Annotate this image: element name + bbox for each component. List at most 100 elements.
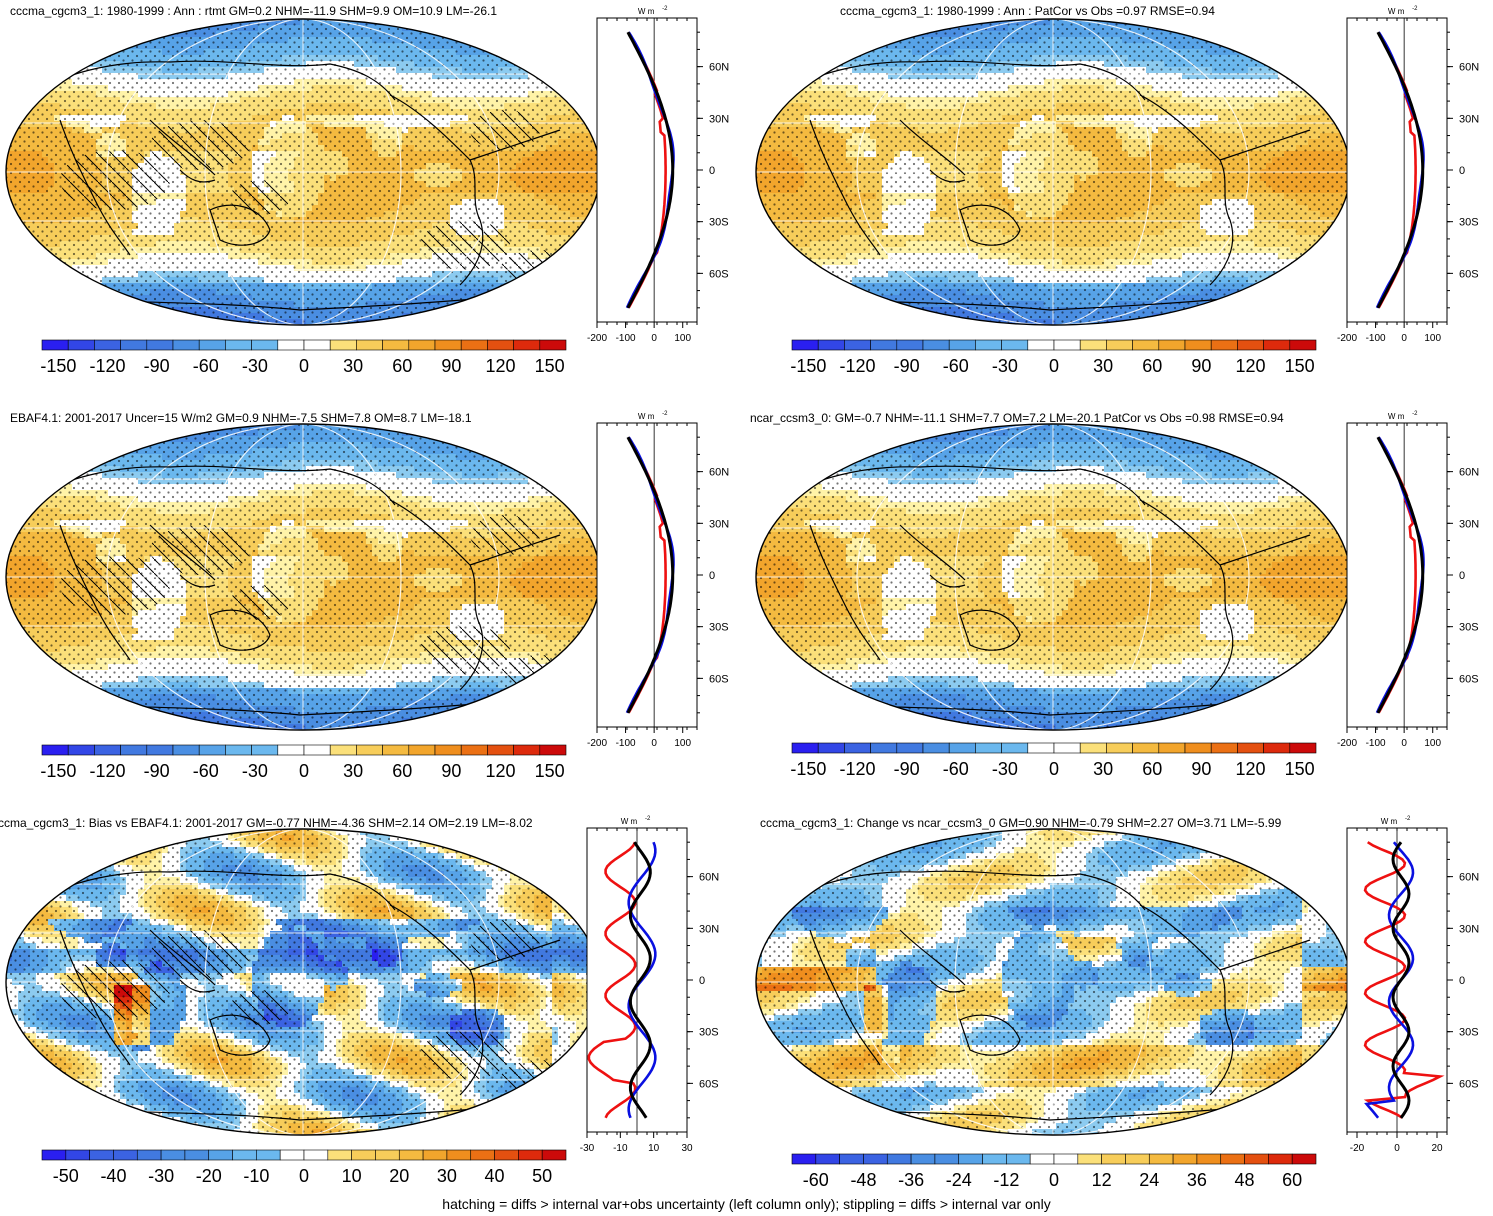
colorbar-tick-label: 0 xyxy=(1049,1170,1059,1190)
unit-label: W m xyxy=(1388,7,1405,16)
colorbar-segment xyxy=(303,339,331,351)
colorbar-segment xyxy=(896,742,924,754)
panel-ncar-mean: ncar_ccsm3_0: GM=-0.7 NHM=-11.1 SHM=7.7 … xyxy=(750,405,1493,800)
colorbar-tick-label: -30 xyxy=(242,356,268,376)
panel-model-mean: cccma_cgcm3_1: 1980-1999 : Ann : rtmt GM… xyxy=(0,0,745,395)
colorbar-segment xyxy=(208,1149,233,1161)
lat-tick-label: 60S xyxy=(709,673,729,685)
colorbar-segment xyxy=(815,1153,840,1165)
hatching xyxy=(150,120,250,170)
map-field xyxy=(756,424,1350,730)
colorbar-tick-label: -120 xyxy=(89,356,125,376)
profile-line-model xyxy=(1376,436,1425,714)
lat-tick-label: 60S xyxy=(1459,673,1479,685)
zonal-mean-profile: W m -2 -30 -10 10 30 60N 30N 0 30S 60S xyxy=(580,816,719,1154)
colorbar-segment xyxy=(251,744,279,756)
colorbar-segment xyxy=(351,1149,376,1161)
colorbar-segment xyxy=(277,339,305,351)
map-field xyxy=(6,829,600,1135)
colorbar-tick-label: -120 xyxy=(839,759,875,779)
colorbar-tick-label: 120 xyxy=(1235,759,1265,779)
colorbar-tick-label: -30 xyxy=(148,1166,174,1186)
unit-label: W m xyxy=(1388,412,1405,421)
lat-tick-label: 60N xyxy=(1459,62,1479,74)
lat-tick-label: 30N xyxy=(1459,113,1479,125)
hatching xyxy=(420,220,510,270)
colorbar-segment xyxy=(41,1149,67,1161)
x-tick-label: -100 xyxy=(1366,738,1386,749)
colorbar-segment xyxy=(1184,742,1212,754)
colorbar-segment xyxy=(922,339,950,351)
colorbar-tick-label: 12 xyxy=(1092,1170,1112,1190)
colorbar: -60 -48 -36 -24 -12 0 12 24 36 48 60 xyxy=(791,1153,1317,1190)
map-plot xyxy=(755,423,1351,731)
colorbar-segment xyxy=(232,1149,257,1161)
lat-tick-label: 60S xyxy=(1459,268,1479,280)
lat-tick-label: 0 xyxy=(709,165,715,177)
colorbar-tick-label: -10 xyxy=(243,1166,269,1186)
colorbar-tick-label: 60 xyxy=(392,356,412,376)
x-tick-label: -200 xyxy=(1337,333,1357,344)
colorbar-tick-label: 0 xyxy=(299,1166,309,1186)
colorbar-segment xyxy=(1289,339,1317,351)
colorbar-tick-label: 90 xyxy=(441,356,461,376)
profile-line-model xyxy=(626,31,675,309)
colorbar-tick-label: 50 xyxy=(532,1166,552,1186)
graticule xyxy=(6,829,600,1135)
colorbar-segment xyxy=(791,1153,817,1165)
profile-line-other xyxy=(1363,841,1445,1119)
unit-exponent: -2 xyxy=(1405,816,1411,822)
colorbar-segment xyxy=(41,339,69,351)
colorbar-segment xyxy=(65,1149,90,1161)
colorbar-segment xyxy=(94,744,121,756)
x-tick-label: 30 xyxy=(681,1143,693,1154)
colorbar-tick-label: -12 xyxy=(993,1170,1019,1190)
colorbar-segment xyxy=(329,744,357,756)
colorbar-tick-label: 150 xyxy=(1285,759,1315,779)
hatching xyxy=(420,625,510,675)
panel-model-patcor: cccma_cgcm3_1: 1980-1999 : Ann : PatCor … xyxy=(750,0,1493,395)
unit-exponent: -2 xyxy=(662,6,668,12)
x-tick-label: 100 xyxy=(674,738,691,749)
map-plot xyxy=(755,828,1351,1136)
panel-title: cccma_cgcm3_1: 1980-1999 : Ann : rtmt GM… xyxy=(10,4,497,18)
profile-line-model xyxy=(1391,841,1411,1119)
colorbar-segment xyxy=(146,339,174,351)
x-tick-label: -100 xyxy=(616,738,636,749)
panel-title: ncar_ccsm3_0: GM=-0.7 NHM=-11.1 SHM=7.7 … xyxy=(750,411,1284,425)
lat-tick-label: 30S xyxy=(1459,622,1479,634)
colorbar-tick-label: 90 xyxy=(441,761,461,781)
colorbar-segment xyxy=(1027,339,1055,351)
map-field xyxy=(6,19,600,325)
hatching xyxy=(420,1030,510,1080)
colorbar-segment xyxy=(470,1149,495,1161)
graticule xyxy=(756,829,1350,1135)
colorbar-tick-label: -30 xyxy=(992,759,1018,779)
colorbar-tick-label: -36 xyxy=(898,1170,924,1190)
colorbar-tick-label: 0 xyxy=(299,761,309,781)
hatching xyxy=(470,920,540,960)
colorbar-tick-label: 90 xyxy=(1191,356,1211,376)
unit-label: W m xyxy=(638,412,655,421)
colorbar-segment xyxy=(41,744,69,756)
colorbar-segment xyxy=(922,742,950,754)
colorbar-segment xyxy=(513,339,541,351)
colorbar-tick-label: -150 xyxy=(790,356,826,376)
colorbar-tick-label: 0 xyxy=(299,356,309,376)
x-tick-label: 100 xyxy=(1424,333,1441,344)
colorbar-segment xyxy=(382,339,410,351)
colorbar-segment xyxy=(886,1153,912,1165)
colorbar-segment xyxy=(1053,1153,1079,1165)
x-tick-label: 100 xyxy=(674,333,691,344)
map-plot xyxy=(5,18,601,326)
lat-tick-label: 30N xyxy=(709,518,729,530)
colorbar-tick-label: -150 xyxy=(790,759,826,779)
colorbar-segment xyxy=(1172,1153,1198,1165)
lat-tick-label: 30S xyxy=(699,1027,719,1039)
colorbar-segment xyxy=(1158,742,1186,754)
colorbar: -150 -120 -90 -60 -30 0 30 60 90 120 150 xyxy=(790,742,1317,779)
colorbar-segment xyxy=(408,339,436,351)
colorbar: -50 -40 -30 -20 -10 0 10 20 30 40 50 xyxy=(41,1149,567,1186)
colorbar-segment xyxy=(94,339,121,351)
zonal-mean-profile: W m -2 -200 -100 0 100 60N 30N 0 30S 60S xyxy=(1337,411,1479,749)
